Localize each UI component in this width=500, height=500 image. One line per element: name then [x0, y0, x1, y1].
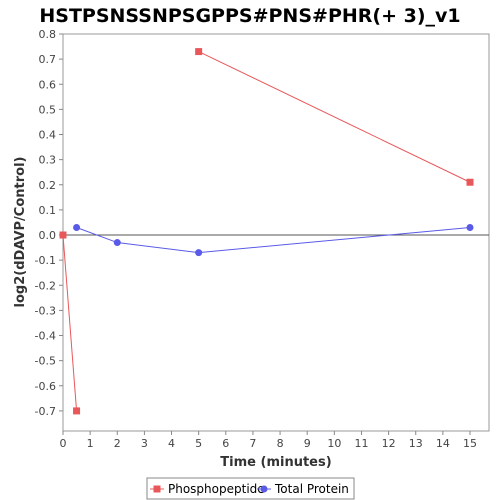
- y-tick-label: -0.1: [35, 254, 56, 267]
- y-axis: 0.8 0.7 0.6 0.5 0.4 0.3 0.2 0.1 0.0 -0.1 -0.2 -0.3 -…: [35, 28, 63, 418]
- x-tick-label: 0: [60, 437, 67, 450]
- x-tick-label: 5: [195, 437, 202, 450]
- x-tick-label: 15: [463, 437, 477, 450]
- legend-label: Phosphopeptide: [168, 482, 265, 496]
- data-point: [113, 239, 121, 247]
- data-point: [466, 223, 474, 231]
- x-tick-label: 12: [382, 437, 396, 450]
- y-tick-label: 0.5: [39, 103, 57, 116]
- x-tick-label: 4: [168, 437, 175, 450]
- series-total-protein: [73, 223, 474, 257]
- x-tick-label: 9: [304, 437, 311, 450]
- data-point: [59, 231, 67, 239]
- y-tick-label: 0.1: [39, 204, 57, 217]
- legend-item: Phosphopeptide: [150, 482, 265, 496]
- data-point: [73, 407, 81, 415]
- x-tick-label: 1: [87, 437, 94, 450]
- x-tick-label: 8: [277, 437, 284, 450]
- data-point: [73, 223, 81, 231]
- legend-label: Total Protein: [274, 482, 349, 496]
- x-tick-label: 2: [114, 437, 121, 450]
- y-axis-label: log2(dDAVP/Control): [13, 157, 28, 308]
- legend-item: Total Protein: [257, 482, 349, 496]
- series-line: [198, 51, 471, 183]
- x-tick-label: 10: [327, 437, 341, 450]
- x-tick-label: 14: [436, 437, 450, 450]
- y-tick-label: 0.6: [39, 78, 57, 91]
- y-tick-label: -0.4: [35, 330, 56, 343]
- y-tick-label: 0.2: [39, 179, 57, 192]
- y-tick-label: 0.4: [39, 129, 57, 142]
- x-tick-label: 11: [354, 437, 368, 450]
- legend-marker: [153, 485, 161, 493]
- series-line: [62, 234, 78, 411]
- plot-area: [62, 33, 490, 432]
- y-tick-label: -0.7: [35, 405, 56, 418]
- x-tick-label: 13: [409, 437, 423, 450]
- data-point: [195, 249, 203, 257]
- y-tick-label: -0.5: [35, 355, 56, 368]
- legend: Phosphopeptide Total Protein: [146, 477, 355, 500]
- y-tick-label: 0.8: [39, 28, 57, 41]
- x-axis-label: Time (minutes): [220, 455, 331, 470]
- legend-box: [146, 477, 355, 500]
- x-axis: 0 1 2 3 4 5 6 7 8 9 10 11 12 13 14 15: [60, 431, 477, 450]
- x-tick-label: 7: [249, 437, 256, 450]
- data-point: [466, 178, 474, 186]
- chart-title: HSTPSNSSNPSGPPS#PNS#PHR(+ 3)_v1: [39, 5, 460, 27]
- legend-marker: [260, 485, 268, 493]
- y-tick-label: 0.7: [39, 53, 57, 66]
- y-tick-label: -0.3: [35, 304, 56, 317]
- data-point: [195, 48, 203, 56]
- y-tick-label: -0.2: [35, 279, 56, 292]
- series-layer: [59, 48, 474, 415]
- series-line: [76, 226, 471, 254]
- y-tick-label: 0.3: [39, 154, 57, 167]
- x-tick-label: 3: [141, 437, 148, 450]
- series-phosphopeptide: [59, 48, 474, 415]
- y-tick-label: 0.0: [39, 229, 57, 242]
- y-tick-label: -0.6: [35, 380, 56, 393]
- x-tick-label: 6: [222, 437, 229, 450]
